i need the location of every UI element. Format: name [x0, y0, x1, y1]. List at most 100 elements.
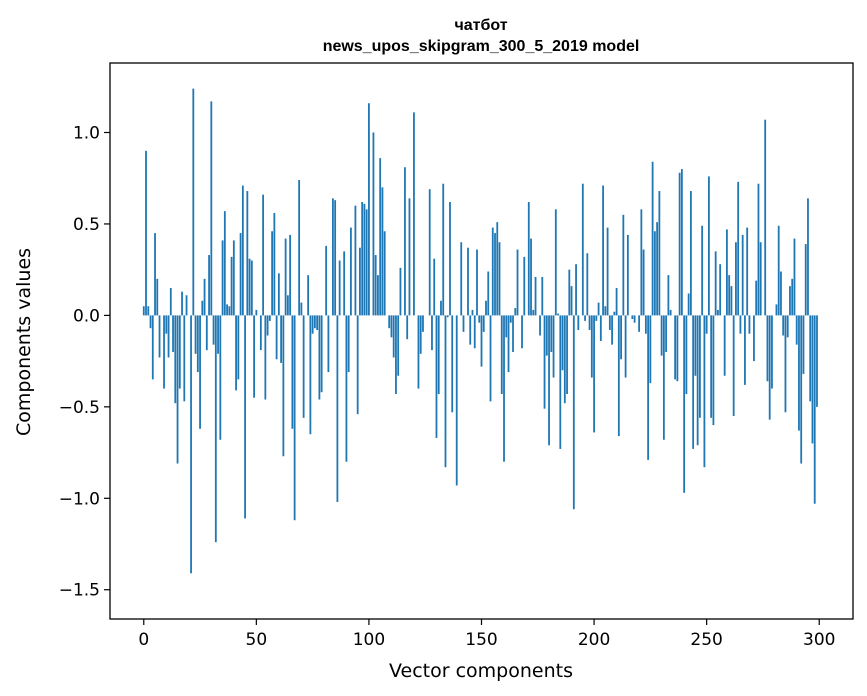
bar — [300, 302, 303, 316]
bar — [365, 209, 368, 316]
bar — [417, 315, 420, 389]
bar — [298, 180, 301, 316]
bar — [581, 183, 584, 316]
bar — [732, 315, 735, 416]
bar — [332, 198, 334, 316]
bar — [383, 231, 386, 316]
bar — [255, 309, 258, 316]
bar — [196, 315, 199, 373]
bar — [471, 309, 474, 316]
bar — [613, 311, 616, 316]
bar — [784, 315, 787, 413]
bar — [176, 315, 179, 464]
bar — [377, 275, 379, 316]
bar — [151, 315, 154, 380]
bar — [442, 183, 445, 316]
bar — [798, 315, 800, 431]
bar — [516, 249, 519, 316]
bar — [816, 315, 818, 407]
bar — [268, 315, 271, 321]
bar — [802, 315, 805, 374]
bar — [363, 203, 366, 316]
bar — [325, 245, 328, 316]
bar — [726, 229, 728, 316]
bar — [392, 315, 395, 358]
bar — [250, 260, 253, 316]
bar — [793, 238, 796, 316]
bar — [719, 264, 722, 316]
bar — [406, 315, 409, 340]
bar — [757, 183, 760, 316]
bar — [521, 315, 523, 349]
bar — [223, 211, 226, 316]
bar — [381, 187, 384, 316]
bar — [354, 205, 357, 316]
bar — [280, 315, 283, 363]
x-tick-label: 300 — [803, 630, 835, 650]
bar — [201, 300, 204, 316]
bar — [710, 315, 713, 418]
bar — [500, 315, 503, 395]
bar — [687, 293, 690, 316]
bar — [163, 315, 165, 389]
bar — [590, 315, 593, 378]
bar — [651, 161, 654, 316]
bar — [568, 269, 571, 316]
bar — [273, 212, 276, 316]
bar — [791, 278, 794, 316]
plot-area: 0 50 100 150 200 250 300 −1.5 −1.0 −0.5 0.0 0.5 1.0 — [59, 62, 854, 650]
bar — [183, 315, 186, 402]
bar — [642, 249, 645, 316]
bar — [741, 234, 744, 316]
bar — [559, 315, 562, 449]
bar — [379, 158, 382, 316]
bar — [780, 271, 782, 316]
bar — [552, 315, 555, 378]
bar — [624, 315, 627, 378]
bar — [374, 255, 377, 316]
bar — [478, 315, 481, 323]
bar — [789, 286, 791, 316]
bar — [388, 315, 391, 329]
bar — [534, 276, 537, 316]
bar — [469, 315, 472, 345]
bar — [271, 231, 274, 316]
bar — [262, 194, 264, 316]
bar — [662, 315, 665, 440]
y-tick-label: 0.5 — [73, 215, 100, 235]
chart-title: чатбот — [454, 17, 507, 34]
bar — [701, 225, 704, 316]
bar — [514, 308, 517, 316]
bar — [390, 315, 393, 338]
bar — [692, 315, 695, 449]
bar — [219, 315, 222, 440]
bar — [665, 315, 668, 352]
bar — [644, 315, 647, 334]
bar — [282, 315, 285, 457]
bar — [606, 227, 609, 316]
bar — [264, 315, 267, 400]
bar — [683, 315, 686, 493]
bar — [419, 315, 422, 354]
bar — [237, 315, 240, 380]
y-tick-label: 0.0 — [73, 306, 100, 326]
bar — [557, 313, 559, 316]
bar — [359, 247, 361, 316]
bar — [496, 222, 499, 316]
bar — [156, 278, 159, 316]
bar — [708, 176, 710, 316]
bar — [737, 181, 740, 316]
bar — [446, 315, 449, 318]
bar — [334, 200, 337, 316]
bar — [633, 315, 636, 323]
x-tick-label: 50 — [246, 630, 268, 650]
bar — [640, 209, 643, 316]
bar — [246, 191, 249, 316]
bar — [309, 315, 312, 435]
bar — [539, 315, 541, 336]
bar — [169, 287, 172, 316]
bar — [145, 150, 147, 316]
bar — [259, 315, 262, 351]
bar — [699, 315, 701, 418]
y-axis-label: Components values — [13, 248, 35, 436]
